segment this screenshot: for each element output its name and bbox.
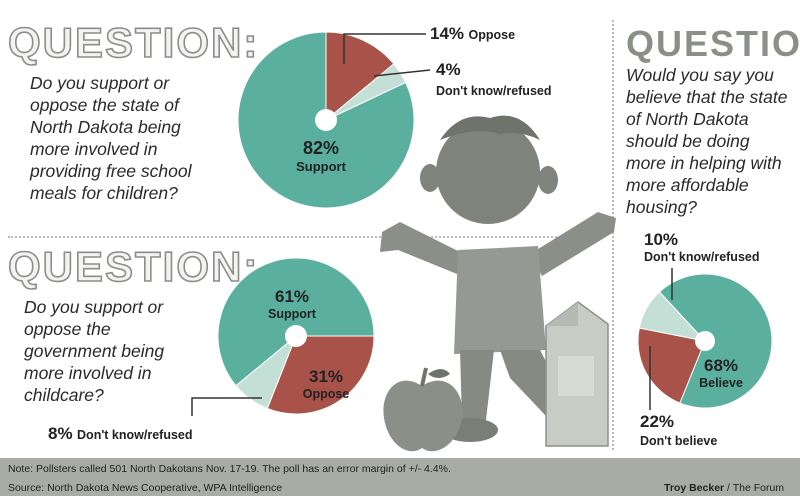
q3-dk-text: Don't know/refused (644, 250, 760, 264)
q2-dk-text: Don't know/refused (77, 428, 193, 442)
footer-credit-org: The Forum (732, 482, 785, 494)
pie-center-hole (695, 331, 715, 351)
q1-oppose-label: 14% Oppose (430, 24, 515, 44)
milk-carton-illustration (545, 301, 609, 447)
q2-support-label: 61% Support (252, 287, 332, 321)
q3-believe-text: Believe (699, 376, 743, 390)
apple-illustration (383, 367, 463, 452)
q2-heading: QUESTION: (7, 243, 260, 290)
divider-vertical (612, 20, 614, 450)
pie-slice-oppose (325, 31, 395, 122)
q3-dontbelieve-text: Don't believe (640, 434, 718, 448)
q2-support-text: Support (268, 307, 316, 321)
q2-pie-chart (217, 257, 375, 415)
q1-support-pct: 82% (302, 138, 340, 158)
q2-dk-pct: 8% (48, 424, 73, 443)
footer-note: Note: Pollsters called 501 North Dakotan… (8, 463, 451, 475)
footer-credit-name: Troy Becker (664, 482, 725, 494)
q1-support-label: 82% Support (266, 138, 376, 174)
q1-pie-chart (237, 31, 415, 209)
footer-credit: Troy Becker / The Forum (664, 482, 784, 494)
footer-source: Source: North Dakota News Cooperative, W… (8, 482, 283, 494)
q3-question-text: Would you say you believe that the state… (626, 65, 788, 217)
q1-oppose-text: Oppose (468, 28, 516, 42)
q2-support-pct: 61% (274, 287, 310, 306)
q3-dontbelieve-pct: 22% (640, 412, 675, 431)
q2-oppose-pct: 31% (308, 367, 344, 386)
footer-credit-sep: / (724, 482, 733, 494)
q2-oppose-text: Oppose (302, 387, 350, 401)
divider-horizontal (8, 236, 600, 238)
pie-slice-don-t-believe (637, 327, 706, 404)
q1-dk-text: Don't know/refused (436, 84, 552, 98)
pie-slice-oppose (266, 335, 375, 415)
q3-believe-label: 68% Believe (686, 356, 756, 390)
pie-center-hole (315, 109, 337, 131)
q1-heading: QUESTION: (7, 19, 260, 66)
q1-question-text: Do you support or oppose the state of No… (30, 73, 192, 203)
q1-oppose-pct: 14% (430, 24, 465, 43)
q3-dk-pct: 10% (644, 230, 679, 249)
pie-center-hole (285, 325, 307, 347)
q3-pie-chart (637, 273, 773, 409)
pie-slice-support (237, 31, 415, 209)
footer: Note: Pollsters called 501 North Dakotan… (0, 458, 800, 496)
q2-dk-label: 8% Don't know/refused (48, 424, 193, 444)
q1-dk-pct: 4% (436, 60, 461, 79)
q1-support-text: Support (296, 159, 346, 174)
q3-believe-pct: 68% (703, 356, 739, 375)
pie-slice-support (217, 257, 375, 387)
q3-heading: QUESTION: (626, 23, 800, 64)
q2-question-text: Do you support or oppose the government … (24, 297, 165, 405)
q2-oppose-label: 31% Oppose (286, 367, 366, 401)
pie-slice-believe (658, 273, 773, 409)
